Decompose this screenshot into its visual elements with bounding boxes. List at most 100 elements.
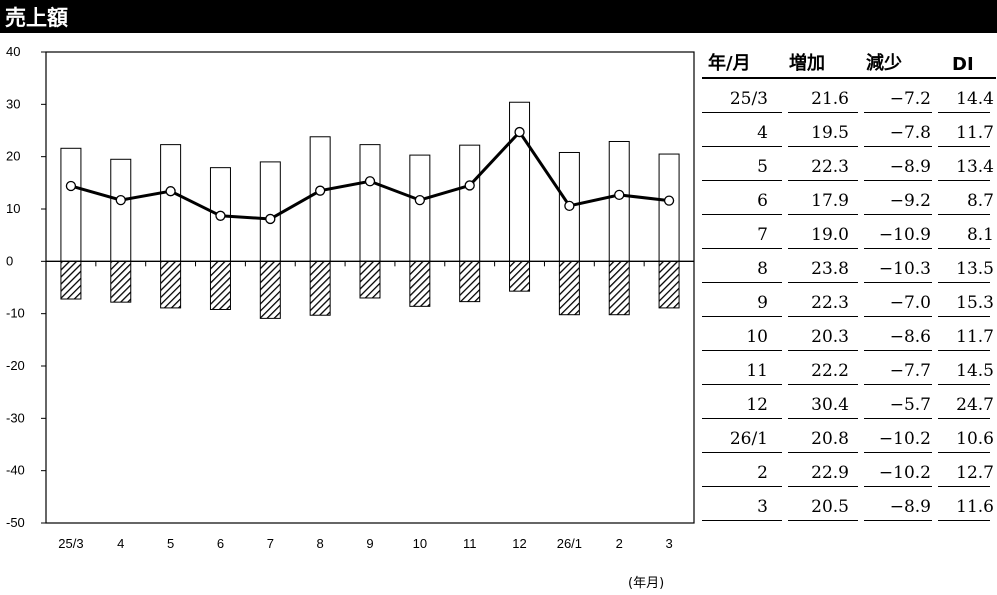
bar-decrease [608,260,630,316]
y-tick-label: -30 [6,410,25,425]
table-cell: 13.5 [956,259,994,279]
chart-title: 売上額 [5,6,68,30]
table-cell-rule [938,248,990,249]
table-row: 9 22.3 −7.0 15.3 [702,283,996,317]
bar-decrease [459,260,481,303]
table-header-rule [702,77,996,79]
table-cell-rule [788,316,858,317]
di-point [464,180,475,191]
table-cell-rule [788,282,858,283]
bar-increase [60,147,82,262]
table-cell: 2 [757,463,768,483]
table-cell: 30.4 [811,395,849,415]
table-cell: −7.7 [889,361,931,381]
table-cell: −10.9 [878,225,931,245]
table-cell: 10.6 [956,429,994,449]
table-cell-rule [702,248,782,249]
table-cell-rule [702,520,782,521]
table-cell-rule [864,384,932,385]
table-cell: 17.9 [811,191,849,211]
table-row: 3 20.5 −8.9 11.6 [702,487,996,521]
table-cell-rule [864,418,932,419]
title-bar: 売上額 [0,0,997,33]
table-cell-rule [938,316,990,317]
table-cell: −9.2 [889,191,931,211]
table-cell-rule [938,520,990,521]
table-cell-rule [702,112,782,113]
table-cell-rule [864,452,932,453]
table-cell-rule [788,214,858,215]
table-cell-rule [702,452,782,453]
bar-increase [259,161,281,262]
y-tick-label: -50 [6,515,25,530]
table-cell-rule [938,282,990,283]
table-cell: 20.8 [811,429,849,449]
table-cell: 20.3 [811,327,849,347]
table-cell: 11.7 [956,327,994,347]
table-cell: 19.5 [811,123,849,143]
table-row: 8 23.8 −10.3 13.5 [702,249,996,283]
y-tick-label: 10 [6,201,20,216]
table-cell: 13.4 [956,157,994,177]
bar-increase [509,101,531,262]
table-header-cell: 減少 [866,53,902,74]
table-cell: 5 [757,157,768,177]
y-tick-label: 40 [6,44,20,59]
table-cell-rule [938,384,990,385]
table-cell: 6 [757,191,768,211]
table-cell: −10.3 [878,259,931,279]
bar-decrease [209,260,231,310]
bar-increase [110,158,132,262]
bar-increase [459,144,481,262]
bar-increase [658,153,680,262]
x-tick-label: 6 [217,536,224,551]
table-cell-rule [702,282,782,283]
table-cell: −10.2 [878,463,931,483]
table-cell: 25/3 [729,89,768,109]
table-cell-rule [788,180,858,181]
table-cell-rule [938,146,990,147]
table-row: 25/3 21.6 −7.2 14.4 [702,79,996,113]
bar-decrease [409,260,431,307]
table-cell-rule [788,418,858,419]
x-unit-label: (年月) [628,576,665,591]
table-cell: 9 [757,293,768,313]
table-cell: 12 [746,395,768,415]
table-cell-rule [864,486,932,487]
bar-increase [409,154,431,262]
bar-decrease [658,260,680,309]
table-cell-rule [702,146,782,147]
table-row: 7 19.0 −10.9 8.1 [702,215,996,249]
di-point [265,213,276,225]
table-cell-rule [864,214,932,215]
x-tick-label: 8 [317,536,324,551]
bar-decrease [259,260,281,319]
bar-decrease [509,260,531,292]
table-row: 2 22.9 −10.2 12.7 [702,453,996,487]
table-cell-rule [864,316,932,317]
di-table: 年/月 増加 減少 DI 25/3 21.6 −7.2 14.4 4 19.5 −7.8 11.7 5 2… [702,45,996,521]
x-tick-label: 11 [463,536,477,551]
table-cell: −7.8 [889,123,931,143]
table-cell-rule [938,180,990,181]
table-cell-rule [938,112,990,113]
table-cell-rule [864,520,932,521]
table-cell: 22.2 [811,361,849,381]
table-cell: 8.1 [966,225,994,245]
table-cell: 22.3 [811,293,849,313]
table-cell-rule [702,486,782,487]
table-cell-rule [788,248,858,249]
bar-decrease [110,260,132,303]
table-row: 11 22.2 −7.7 14.5 [702,351,996,385]
di-point [364,176,376,187]
table-cell-rule [938,350,990,351]
bar-decrease [359,260,381,299]
table-cell: 21.6 [811,89,849,109]
table-cell-rule [702,418,782,419]
table-cell: 22.3 [811,157,849,177]
table-cell: −10.2 [878,429,931,449]
y-tick-label: -40 [6,463,25,478]
table-cell-rule [788,350,858,351]
di-point [614,189,625,201]
x-tick-label: 25/3 [58,536,83,551]
